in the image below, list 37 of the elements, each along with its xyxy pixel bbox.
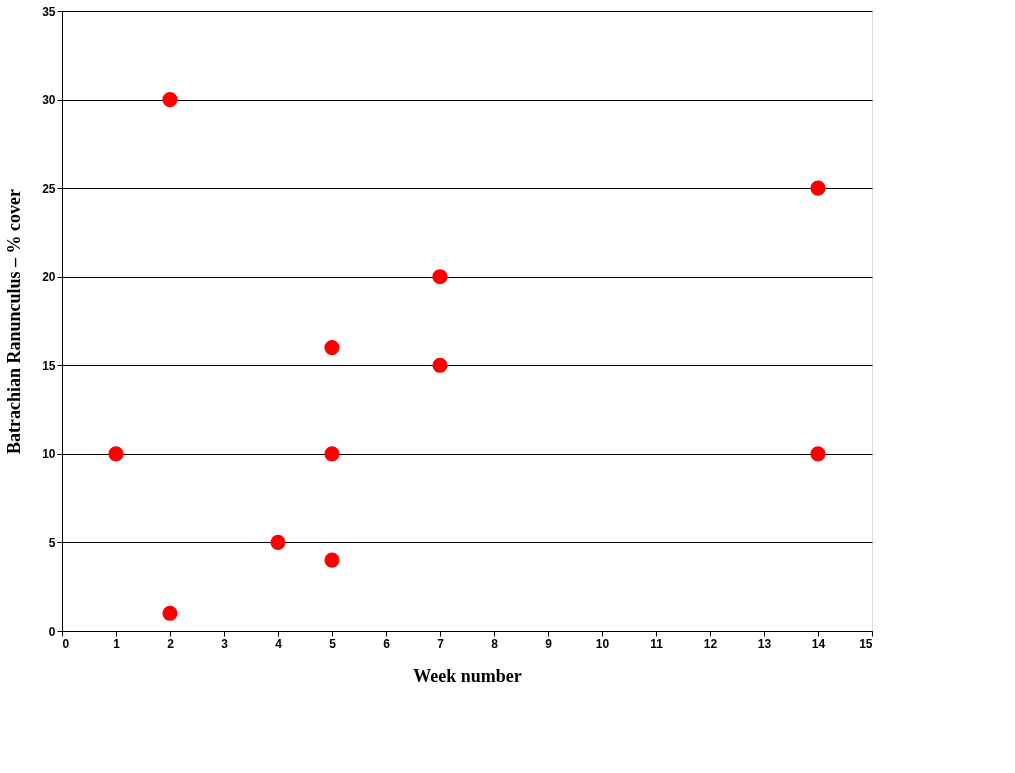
x-tick-label: 14 bbox=[811, 636, 826, 651]
point bbox=[324, 340, 340, 356]
y-tick-label: 0 bbox=[48, 624, 56, 639]
y-tick-label: 25 bbox=[42, 181, 56, 196]
point bbox=[810, 446, 826, 462]
point bbox=[432, 357, 448, 373]
x-tick-label: 9 bbox=[545, 636, 553, 651]
x-tick-label: 3 bbox=[221, 636, 229, 651]
point bbox=[432, 269, 448, 285]
y-tick-label: 15 bbox=[42, 358, 56, 373]
x-tick-label: 12 bbox=[703, 636, 718, 651]
point bbox=[810, 180, 826, 196]
x-tick-label: 5 bbox=[329, 636, 337, 651]
point bbox=[162, 605, 178, 621]
x-tick-label: 15 bbox=[859, 636, 873, 651]
x-axis-title: Week number bbox=[413, 665, 522, 686]
point bbox=[324, 552, 340, 568]
x-tick-label: 11 bbox=[650, 636, 664, 651]
y-tick-label: 30 bbox=[42, 93, 56, 108]
x-tick-label: 0 bbox=[62, 636, 70, 651]
y-axis-title: Batrachian Ranunculus – % cover bbox=[4, 188, 25, 455]
y-tick-label: 20 bbox=[42, 270, 56, 285]
point bbox=[270, 534, 286, 550]
x-tick-label: 7 bbox=[437, 636, 445, 651]
point bbox=[108, 446, 124, 462]
y-tick-label: 35 bbox=[42, 4, 56, 19]
x-tick-label: 4 bbox=[275, 636, 283, 651]
point bbox=[162, 92, 178, 108]
x-tick-label: 1 bbox=[113, 636, 121, 651]
x-tick-label: 2 bbox=[167, 636, 175, 651]
point bbox=[324, 446, 340, 462]
y-tick-label: 10 bbox=[42, 447, 56, 462]
x-tick-label: 10 bbox=[595, 636, 610, 651]
x-tick-label: 13 bbox=[757, 636, 772, 651]
x-tick-label: 6 bbox=[383, 636, 391, 651]
x-tick-label: 8 bbox=[491, 636, 499, 651]
y-tick-label: 5 bbox=[48, 535, 56, 550]
